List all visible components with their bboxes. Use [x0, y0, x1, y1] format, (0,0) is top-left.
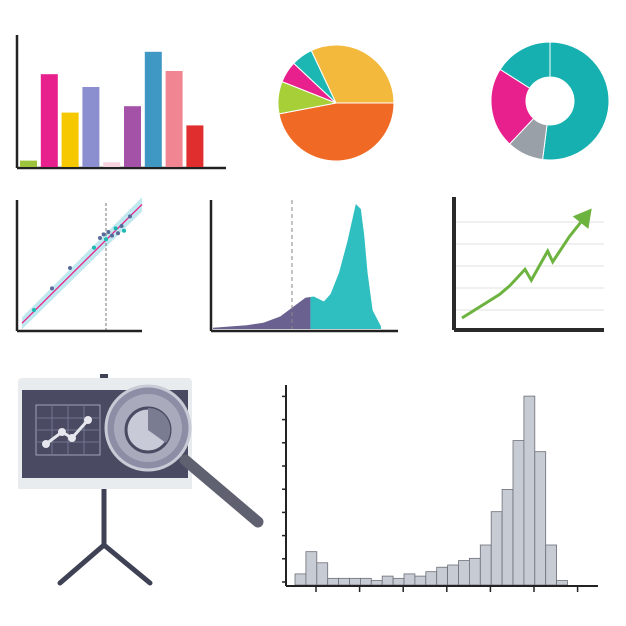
histogram-bar	[458, 560, 470, 586]
pie-slice	[278, 102, 395, 162]
scatter-fit-line	[21, 203, 143, 324]
magnifier-icon	[104, 384, 264, 528]
density-area-chart	[209, 200, 398, 333]
scatter-point	[98, 236, 102, 240]
histogram-bar	[294, 573, 307, 586]
pie-slice	[310, 44, 395, 104]
scatter-point	[106, 230, 111, 234]
donut-segment	[499, 41, 551, 89]
scatter-point	[122, 228, 126, 233]
scatter-point	[128, 214, 132, 219]
histogram-bars	[294, 395, 568, 586]
histogram-bar	[490, 511, 503, 586]
histogram-bar	[512, 440, 525, 586]
histogram-bar	[425, 571, 438, 586]
histogram-bar	[556, 580, 568, 586]
histogram-bar	[447, 564, 459, 586]
area-right-segment	[310, 204, 381, 329]
bar-chart-1-bar	[20, 160, 37, 167]
histogram-bar	[327, 577, 340, 586]
histogram-bar	[349, 577, 361, 586]
donut-chart	[490, 41, 610, 161]
line-chart-grid	[456, 221, 604, 311]
scatter-point	[92, 245, 96, 250]
histogram-bar	[414, 575, 427, 586]
magnifier-handle	[179, 454, 264, 528]
presentation-board-illustration	[18, 374, 264, 586]
histogram-bar	[381, 575, 394, 586]
histogram-bar	[534, 451, 547, 586]
scatter-point	[50, 286, 54, 291]
board-mini-chart-icon	[35, 404, 101, 456]
scatter-point	[110, 233, 114, 238]
scatter-chart	[15, 197, 143, 333]
board-stand-right-leg	[101, 542, 153, 586]
trend-arrow-icon	[572, 208, 592, 229]
scatter-points	[32, 214, 132, 312]
bar-chart-1	[15, 35, 226, 170]
bar-chart-1-bar	[61, 112, 79, 167]
histogram-bar	[392, 577, 405, 586]
histogram-chart	[282, 385, 598, 592]
scatter-point	[32, 308, 36, 312]
scatter-point	[104, 237, 108, 242]
histogram-bar	[403, 573, 416, 586]
histogram-bar	[523, 395, 536, 586]
histogram-bar	[305, 551, 318, 586]
board-stand-left-leg	[57, 542, 107, 586]
bar-chart-1-bar	[144, 51, 162, 167]
trend-line	[461, 212, 590, 320]
board-bottom-bar	[18, 478, 192, 489]
bar-chart-1-bars	[20, 51, 204, 167]
scatter-point	[68, 266, 72, 270]
donut-segment	[542, 41, 610, 161]
histogram-bar	[359, 577, 372, 586]
scatter-point	[119, 224, 124, 228]
magnifier-lens-pie-slice	[148, 407, 171, 443]
histogram-bar	[545, 544, 558, 586]
histogram-bar	[479, 544, 492, 586]
histogram-bar	[468, 557, 481, 586]
histogram-bar	[436, 566, 449, 586]
histogram-bar	[501, 489, 514, 586]
histogram-bar	[316, 562, 329, 586]
histogram-bar	[370, 580, 383, 586]
bar-chart-1-bar	[82, 87, 100, 167]
area-left-segment	[213, 297, 311, 329]
trend-line-chart	[452, 197, 604, 332]
scatter-point	[101, 232, 106, 237]
bar-chart-1-bar	[103, 162, 121, 167]
scatter-point	[113, 226, 118, 231]
bar-chart-1-bar	[40, 74, 58, 167]
pie-chart	[277, 44, 395, 162]
scatter-point	[116, 231, 120, 236]
histogram-bar	[338, 577, 350, 586]
bar-chart-1-bar	[186, 125, 204, 167]
bar-chart-1-bar	[124, 106, 141, 167]
bar-chart-1-bar	[165, 71, 183, 167]
